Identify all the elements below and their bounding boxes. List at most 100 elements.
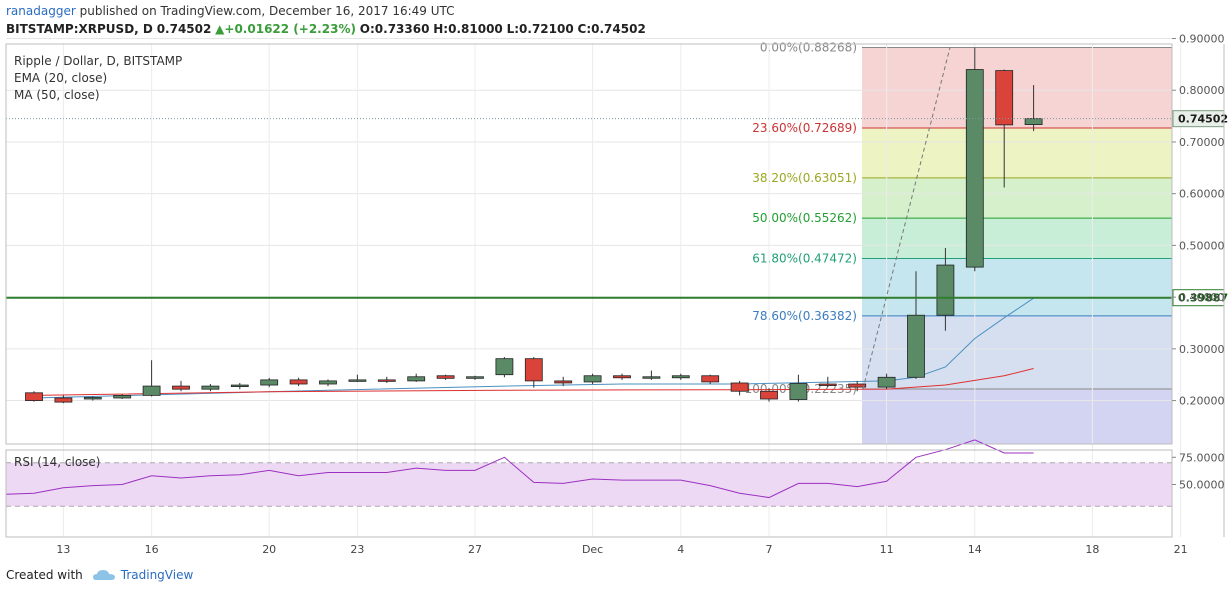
rsi-line	[5, 439, 1034, 499]
fib-level-label: 38.20%(0.63051)	[752, 171, 857, 185]
fib-level-label: 61.80%(0.47472)	[752, 251, 857, 265]
candle-body	[201, 385, 220, 390]
y-tick-label: 0.30000	[1179, 343, 1225, 356]
candle-body	[877, 376, 896, 388]
candle-body	[348, 379, 367, 382]
symbol-name: BITSTAMP:XRPUSD, D	[6, 22, 153, 36]
ema-legend: EMA (20, close)	[14, 71, 107, 85]
candle-body	[583, 375, 602, 383]
candle-body	[701, 375, 720, 383]
fib-zone	[862, 258, 1172, 316]
ma-line	[33, 368, 1034, 396]
footer: Created with TradingView	[6, 568, 193, 582]
symbol-quote: BITSTAMP:XRPUSD, D 0.74502 ▲+0.01622 (+2…	[6, 22, 646, 36]
candle-body	[436, 375, 455, 379]
rsi-y-tick-label: 50.0000	[1179, 479, 1225, 492]
candle-body	[289, 379, 308, 385]
y-tick-label: 0.60000	[1179, 188, 1225, 201]
x-tick-label: 13	[56, 543, 70, 556]
candle-body	[230, 384, 249, 387]
y-tick-label: 0.40000	[1179, 291, 1225, 304]
chart-title: Ripple / Dollar, D, BITSTAMP	[14, 54, 182, 68]
close-label: C:	[577, 22, 592, 36]
open-value: 0.73360	[374, 22, 430, 36]
open-label: O:	[359, 22, 375, 36]
candle-body	[466, 376, 484, 379]
author-link[interactable]: ranadagger	[6, 4, 76, 18]
candle-body	[848, 383, 867, 388]
candle-body	[907, 314, 925, 378]
candle-body	[54, 397, 73, 403]
axes: Ripple / Dollar, D, BITSTAMP EMA (20, cl…	[5, 33, 1225, 556]
candle-body	[965, 69, 984, 268]
rsi-band	[6, 462, 1172, 507]
low-label: L:	[506, 22, 520, 36]
fib-zone	[862, 177, 1172, 219]
created-with-text: Created with	[6, 568, 83, 582]
candlesticks[interactable]	[25, 47, 1043, 404]
candle-body	[142, 385, 161, 396]
y-tick-label: 0.80000	[1179, 84, 1225, 97]
ma-legend: MA (50, close)	[14, 88, 100, 102]
price-change: +0.01622 (+2.23%)	[224, 22, 356, 36]
ema-line	[33, 297, 1034, 399]
up-arrow-icon: ▲	[215, 22, 225, 36]
candle-body	[172, 385, 190, 390]
fib-zone-extension	[862, 389, 1172, 444]
candle-body	[377, 379, 396, 382]
rsi-y-tick-label: 75.0000	[1179, 451, 1225, 464]
fib-zone	[862, 218, 1172, 259]
candle-body	[407, 376, 426, 382]
x-tick-label: 11	[880, 543, 894, 556]
candle-body	[554, 380, 573, 384]
fib-level-label: 23.60%(0.72689)	[752, 121, 857, 135]
y-tick-label: 0.50000	[1179, 239, 1225, 252]
tradingview-link[interactable]: TradingView	[120, 568, 194, 582]
publish-info: ranadagger published on TradingView.com,…	[6, 4, 455, 18]
fib-zone	[862, 128, 1172, 178]
x-tick-label: 7	[766, 543, 773, 556]
fib-level-label: 50.00%(0.55262)	[752, 211, 857, 225]
x-tick-label: 14	[968, 543, 982, 556]
rsi-legend: RSI (14, close)	[14, 455, 100, 469]
candle-body	[789, 383, 808, 400]
price-pane-frame	[5, 43, 1173, 445]
support-price-label: 0.39887	[1178, 292, 1228, 305]
candle-body	[671, 375, 690, 379]
high-label: H:	[433, 22, 449, 36]
candle-body	[936, 264, 955, 316]
fib-level-label: 78.60%(0.36382)	[752, 309, 857, 323]
candle-body	[524, 358, 543, 382]
x-tick-label: 23	[350, 543, 364, 556]
x-tick-label: 20	[262, 543, 276, 556]
candle-body	[760, 390, 778, 400]
close-value: 0.74502	[591, 22, 646, 36]
x-tick-label: 18	[1085, 543, 1099, 556]
candle-body	[613, 375, 631, 379]
candle-body	[25, 392, 43, 401]
fib-level-label: 0.00%(0.88268)	[760, 40, 857, 54]
x-tick-label: 4	[677, 543, 684, 556]
low-value: 0.72100	[519, 22, 574, 36]
fib-zone	[862, 47, 1172, 129]
last-price: 0.74502	[156, 22, 212, 36]
candle-body	[818, 383, 837, 386]
candle-body	[83, 397, 102, 400]
candle-body	[319, 380, 337, 385]
last-price-label: 0.74502	[1178, 113, 1228, 126]
rsi-pane[interactable]	[5, 439, 1172, 507]
candle-body	[495, 358, 514, 376]
moving-averages	[33, 297, 1034, 399]
x-tick-label: 27	[468, 543, 482, 556]
candle-body	[730, 382, 749, 392]
y-tick-label: 0.90000	[1179, 33, 1225, 46]
candle-body	[995, 70, 1014, 126]
high-value: 0.81000	[448, 22, 503, 36]
published-text: published on TradingView.com, December 1…	[79, 4, 455, 18]
candle-body	[260, 379, 279, 386]
tradingview-logo-icon	[92, 570, 115, 580]
fib-trend-line	[862, 47, 951, 390]
candle-body	[642, 376, 661, 379]
candle-body	[113, 394, 132, 399]
